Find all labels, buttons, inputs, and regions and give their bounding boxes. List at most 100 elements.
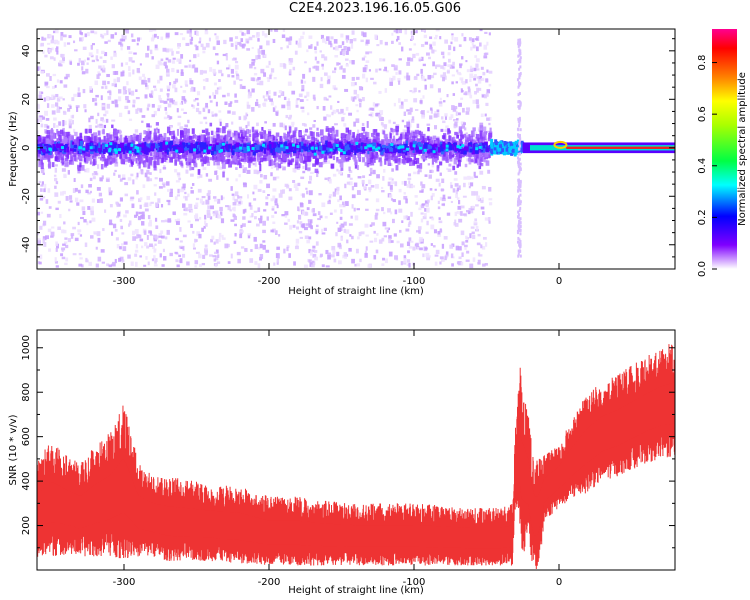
spectrogram-band-cell <box>91 142 96 148</box>
spectrogram-noise-cell <box>384 41 388 46</box>
spectrogram-noise-cell <box>488 70 493 74</box>
spectrogram-noise-cell <box>408 220 412 225</box>
spectrogram-band-cell <box>89 161 92 165</box>
spectrogram-core-cell <box>72 148 77 152</box>
spectrogram-noise-cell <box>436 64 441 68</box>
spectrogram-noise-cell <box>54 39 57 45</box>
spectrogram-band-cell <box>252 158 256 162</box>
spectrogram-noise-cell <box>145 53 149 58</box>
spectrogram-noise-cell <box>466 107 470 112</box>
spectrogram-noise-cell <box>453 178 458 181</box>
spectrogram-band-cell <box>101 150 104 157</box>
spectrogram-noise-cell <box>214 251 217 255</box>
spectrogram-band-cell <box>315 158 319 166</box>
spectrogram-noise-cell <box>134 133 139 137</box>
spectrogram-noise-cell <box>355 104 359 107</box>
spectrogram-noise-cell <box>126 81 129 86</box>
spectrogram-noise-cell <box>334 188 337 192</box>
spectrogram-noise-cell <box>388 235 392 240</box>
spectrogram-noise-cell <box>277 160 280 165</box>
spectrogram-band-cell <box>186 160 190 166</box>
spectrogram-noise-cell <box>106 179 110 182</box>
spectrogram-noise-cell <box>41 116 46 120</box>
spectrogram-noise-cell <box>409 38 413 41</box>
spectrogram-noise-cell <box>62 127 65 133</box>
spectrogram-band-cell <box>184 134 188 141</box>
spectrogram-band-cell <box>57 130 61 137</box>
spectrogram-noise-cell <box>44 54 48 58</box>
spectrogram-noise-cell <box>128 51 133 54</box>
spectrogram-noise-cell <box>411 116 415 121</box>
spectrogram-noise-cell <box>478 75 483 81</box>
spectrogram-band-cell <box>41 136 44 143</box>
spectrogram-noise-cell <box>204 250 207 256</box>
spectrogram-noise-cell <box>248 36 253 41</box>
spectrogram-noise-cell <box>159 253 162 258</box>
spectrogram-noise-cell <box>144 208 149 212</box>
spectrogram-noise-cell <box>84 168 87 173</box>
spectrogram-noise-cell <box>136 172 139 178</box>
spectrogram-noise-cell <box>410 57 414 62</box>
spectrogram-noise-cell <box>313 119 316 123</box>
spectrogram-noise-cell <box>136 234 140 237</box>
spectrogram-band-cell <box>153 128 157 136</box>
spectrogram-noise-cell <box>451 105 455 111</box>
spectrogram-noise-cell <box>337 242 342 248</box>
spectrogram-noise-cell <box>451 263 454 267</box>
spectrogram-band-cell <box>407 140 411 146</box>
spectrogram-band-cell <box>389 133 392 139</box>
spectrogram-noise-cell <box>86 62 89 65</box>
spectrogram-noise-cell <box>309 219 313 224</box>
spectrogram-noise-cell <box>239 230 244 233</box>
spectrogram-noise-cell <box>270 72 273 77</box>
spectrogram-noise-cell <box>373 255 377 260</box>
spectrogram-noise-cell <box>191 86 194 91</box>
spectrogram-noise-cell <box>113 78 117 83</box>
spectrogram-noise-cell <box>430 75 435 79</box>
spectrogram-noise-cell <box>42 50 45 54</box>
spectrogram-noise-cell <box>63 111 67 115</box>
spectrogram-noise-cell <box>421 114 425 119</box>
spectrogram-noise-cell <box>72 128 76 133</box>
spectrogram-noise-cell <box>355 248 359 254</box>
spectrogram-noise-cell <box>201 262 206 266</box>
spectrogram-noise-cell <box>235 45 238 50</box>
spectrogram-noise-cell <box>486 130 491 133</box>
spectrogram-noise-cell <box>430 109 433 114</box>
spectrogram-band-cell <box>368 138 372 145</box>
spectrogram-noise-cell <box>207 205 211 209</box>
spectrogram-noise-cell <box>342 204 346 208</box>
spectrogram-band-cell <box>38 160 42 168</box>
spectrogram-noise-cell <box>422 215 427 220</box>
spectrogram-noise-cell <box>293 261 296 266</box>
spectrogram-band-cell <box>456 134 459 139</box>
spectrogram-core-cell <box>96 143 100 148</box>
spectrogram-noise-cell <box>215 213 219 218</box>
spectrogram-noise-cell <box>282 189 285 194</box>
spectrogram-noise-cell <box>279 63 283 68</box>
spectrogram-band-cell <box>185 150 189 155</box>
spectrogram-noise-cell <box>127 254 131 259</box>
spectrogram-noise-cell <box>158 235 163 238</box>
spectrogram-noise-cell <box>336 221 339 224</box>
spectrogram-noise-cell <box>192 243 196 248</box>
spectrogram-band-cell <box>209 122 213 127</box>
spectrogram-noise-cell <box>488 217 491 222</box>
spectrogram-noise-cell <box>241 43 245 49</box>
spectrogram-noise-cell <box>303 130 307 133</box>
spectrogram-noise-cell <box>40 70 45 74</box>
spectrogram-band-cell <box>79 132 83 138</box>
spectrogram-noise-cell <box>128 91 131 95</box>
spectrogram-band-cell <box>324 154 328 160</box>
spectrogram-band-cell <box>37 152 40 158</box>
spectrogram-noise-cell <box>157 107 161 112</box>
spectrogram-band-cell <box>54 156 58 162</box>
spectrogram-noise-cell <box>341 74 346 79</box>
spectrogram-noise-cell <box>207 213 211 218</box>
spectrogram-noise-cell <box>332 173 337 177</box>
spectrogram-noise-cell <box>94 102 98 106</box>
spectrogram-noise-cell <box>330 36 334 40</box>
spectrogram-noise-cell <box>82 210 86 216</box>
spectrogram-noise-cell <box>234 223 237 227</box>
spectrogram-band-cell <box>412 131 417 138</box>
